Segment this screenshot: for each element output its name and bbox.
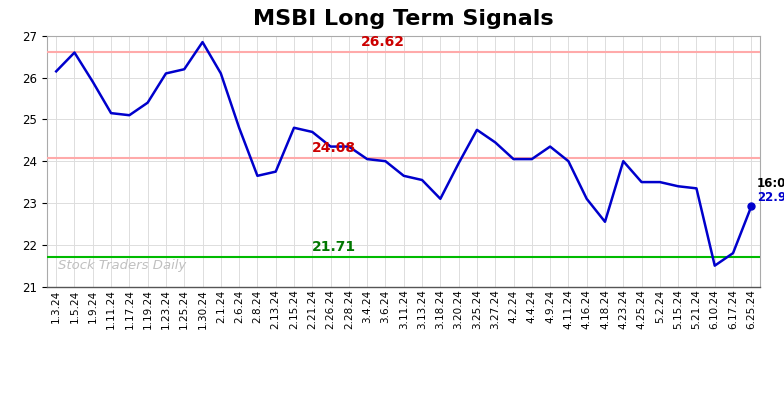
Text: 24.08: 24.08 [312, 141, 356, 155]
Text: 22.92: 22.92 [757, 191, 784, 204]
Text: Stock Traders Daily: Stock Traders Daily [58, 259, 186, 271]
Text: 21.71: 21.71 [312, 240, 356, 254]
Text: 26.62: 26.62 [361, 35, 405, 49]
Title: MSBI Long Term Signals: MSBI Long Term Signals [253, 9, 554, 29]
Text: 16:00: 16:00 [757, 178, 784, 190]
